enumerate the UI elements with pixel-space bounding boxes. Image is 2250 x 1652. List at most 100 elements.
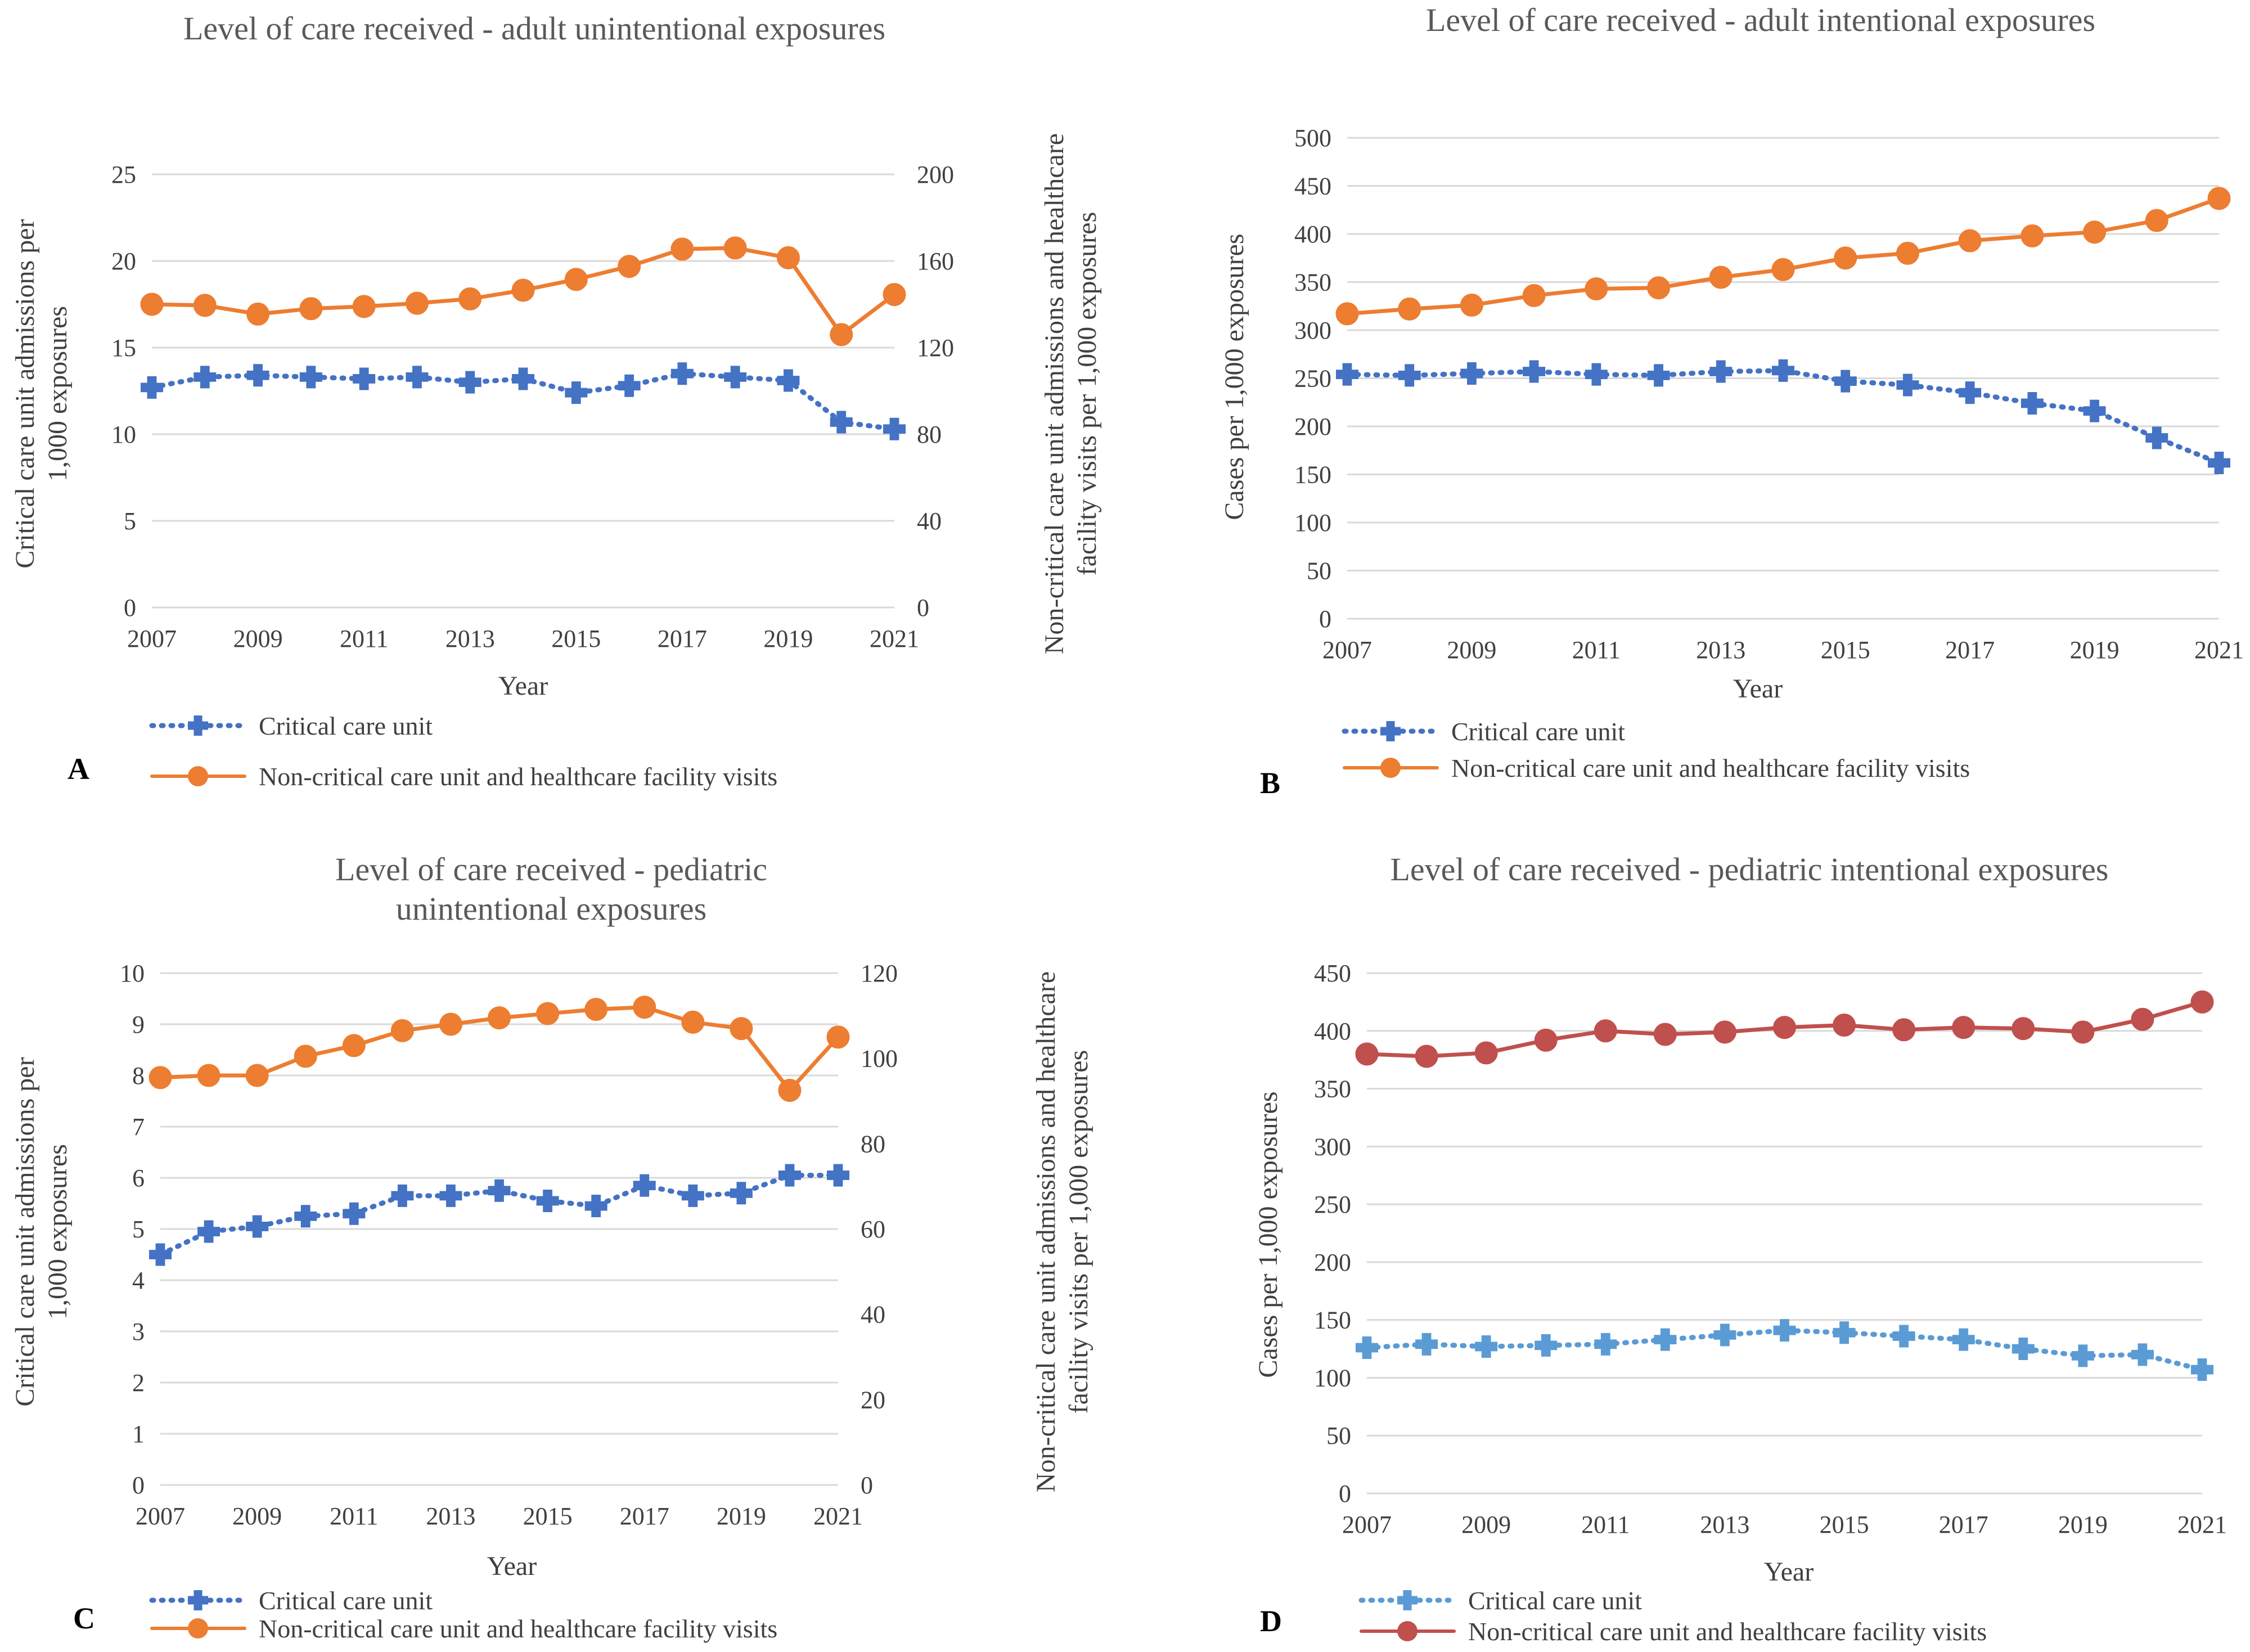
y2-axis-label: Non-critical care unit admissions and he… [1031,971,1094,1492]
data-point [193,294,217,317]
y-axis-label-line: Critical care unit admissions per [10,1057,40,1406]
x-tick-label: 2015 [1820,1511,1869,1538]
data-point [670,362,694,385]
data-point [406,366,429,389]
y-tick-label: 1 [132,1420,145,1448]
x-tick-label: 2019 [763,625,813,652]
y-tick-label: 500 [1294,124,1331,152]
legend-marker [1397,1621,1418,1641]
data-point [565,381,588,404]
data-point [405,291,429,315]
data-point [1647,364,1670,387]
y2-tick-label: 40 [917,507,942,535]
data-point [2071,1344,2094,1367]
y-tick-label: 9 [132,1011,145,1038]
data-point [1335,302,1359,326]
x-tick-label: 2021 [2194,636,2244,664]
data-point [830,411,853,434]
x-tick-label: 2019 [2070,636,2120,664]
data-point [246,302,270,326]
data-point [2012,1017,2035,1041]
x-tick-label: 2011 [330,1502,378,1530]
data-point [352,295,376,318]
data-point [1653,1023,1677,1046]
data-point [536,1002,560,1025]
x-tick-label: 2013 [1696,636,1745,664]
data-point [1594,1333,1617,1356]
x-tick-label: 2009 [1461,1511,1511,1538]
data-point [2012,1338,2035,1361]
series-line-critical-care [158,1172,841,1257]
x-tick-label: 2021 [2177,1511,2227,1538]
data-point [1522,283,1546,307]
data-point [883,283,906,307]
x-axis-label: Year [487,1551,537,1581]
x-tick-label: 2009 [232,1502,282,1530]
data-point [681,1010,705,1034]
y-tick-label: 100 [1314,1364,1351,1392]
data-point [776,246,800,269]
data-point [2083,220,2107,244]
y-tick-label: 300 [1294,317,1331,344]
y-tick-label: 7 [132,1113,145,1141]
data-point [1474,1041,1498,1065]
y2-tick-label: 120 [861,960,898,987]
data-point [1534,1028,1558,1052]
data-point [633,996,656,1019]
y2-tick-label: 80 [917,421,942,448]
data-point [681,1184,704,1207]
chart-panel-b: Level of care received - adult intention… [1220,2,2244,800]
x-tick-label: 2009 [1447,636,1496,664]
y-tick-label: 200 [1294,413,1331,440]
legend-marker [1397,1590,1418,1610]
y-tick-label: 200 [1314,1249,1351,1276]
y2-axis-label: Non-critical care unit admissions and he… [1040,133,1102,654]
y-tick-label: 150 [1314,1307,1351,1334]
legend-label: Non-critical care unit and healthcare fa… [1451,754,1970,782]
data-point [1355,1042,1379,1066]
y-tick-label: 0 [1339,1480,1351,1507]
data-point [1896,373,1919,397]
x-tick-label: 2007 [1342,1511,1392,1538]
data-point [618,255,641,278]
data-point [1713,1020,1736,1044]
y-tick-label: 6 [132,1164,145,1192]
y-tick-label: 5 [124,507,136,535]
data-point [511,278,535,302]
data-point [246,364,269,387]
data-point [2020,391,2044,415]
y-tick-label: 400 [1294,220,1331,248]
data-point [1709,360,1732,383]
data-point [1709,265,1732,289]
data-point [1952,1328,1975,1351]
data-point [1647,276,1671,300]
data-point [390,1019,414,1042]
data-point [778,1164,801,1187]
x-tick-label: 2017 [1939,1511,1988,1538]
legend-label: Non-critical care unit and healthcare fa… [1468,1617,1987,1646]
data-point [1460,294,1483,317]
chart-panel-a: Level of care received - adult unintenti… [10,10,1102,791]
x-axis-label: Year [1764,1557,1814,1587]
data-point [2145,426,2168,449]
y-tick-label: 0 [1319,605,1331,633]
data-point [1585,277,1608,300]
data-point [458,287,482,310]
data-point [439,1184,462,1207]
y-axis-label: Critical care unit admissions per 1,000 e… [10,1057,73,1406]
y-axis-label: Cases per 1,000 exposures [1220,233,1249,520]
data-point [245,1064,269,1087]
x-tick-label: 2021 [813,1502,863,1530]
data-point [488,1006,511,1030]
y-tick-label: 50 [1326,1422,1351,1450]
x-tick-label: 2013 [426,1502,475,1530]
legend-marker [1380,758,1401,778]
legend-label: Non-critical care unit and healthcare fa… [259,762,777,791]
y-tick-label: 15 [111,334,136,362]
chart-title: Level of care received - adult intention… [1426,2,2095,38]
y-tick-label: 10 [111,421,136,448]
panel-letter: C [73,1601,95,1635]
x-tick-label: 2015 [523,1502,573,1530]
data-point [2131,1007,2154,1031]
x-tick-label: 2007 [136,1502,185,1530]
